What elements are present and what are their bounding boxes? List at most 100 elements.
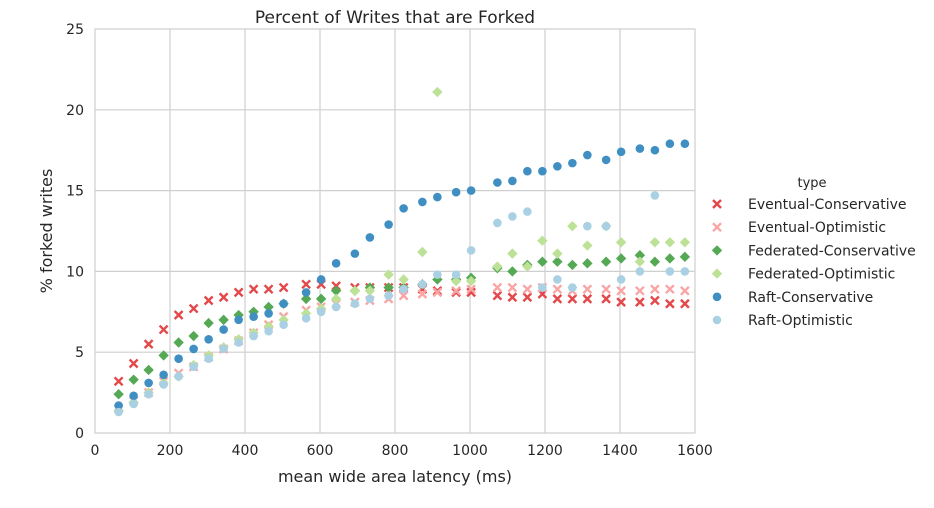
data-point	[301, 288, 311, 297]
data-point	[507, 248, 518, 259]
data-point	[492, 290, 503, 301]
data-point	[203, 317, 214, 329]
data-point	[665, 284, 675, 295]
data-point	[129, 399, 138, 409]
data-point	[451, 187, 461, 197]
data-point	[650, 284, 660, 295]
data-point	[635, 285, 645, 296]
data-point	[538, 166, 547, 176]
data-point	[568, 283, 577, 292]
data-point	[523, 166, 532, 176]
legend-label: Federated-Conservative	[748, 243, 916, 259]
data-point	[616, 147, 626, 157]
data-point	[567, 220, 578, 232]
data-point	[219, 344, 228, 354]
data-point	[650, 295, 660, 306]
data-point	[330, 293, 342, 305]
legend-item: Federated-Optimistic	[711, 267, 895, 283]
data-point	[417, 289, 428, 299]
x-tick-label: 1000	[452, 443, 488, 459]
data-point	[432, 287, 443, 298]
data-point	[615, 253, 627, 264]
data-point	[679, 251, 691, 263]
data-point	[507, 282, 518, 293]
data-point	[144, 378, 153, 388]
data-point	[664, 253, 676, 264]
legend-item: Federated-Conservative	[711, 243, 916, 259]
data-point	[507, 266, 518, 277]
data-point	[398, 274, 409, 285]
data-point	[331, 302, 341, 312]
data-point	[383, 282, 394, 293]
y-tick-label: 5	[75, 345, 84, 361]
data-point	[665, 298, 675, 309]
data-point	[218, 292, 229, 303]
data-point	[129, 391, 138, 401]
data-point	[634, 250, 646, 261]
legend-label: Raft-Conservative	[748, 290, 873, 306]
data-point	[113, 389, 124, 400]
y-axis-label: % forked writes	[37, 169, 56, 294]
data-point	[433, 192, 442, 202]
data-point	[553, 275, 562, 284]
x-axis-label: mean wide area latency (ms)	[278, 467, 512, 486]
data-point	[568, 158, 577, 168]
data-point	[279, 299, 288, 309]
x-tick-label: 0	[91, 443, 100, 459]
data-point	[189, 362, 198, 372]
plot-frame	[94, 28, 696, 434]
legend-item: Eventual-Conservative	[712, 197, 907, 213]
legend-marker	[711, 245, 723, 256]
legend-label: Federated-Optimistic	[748, 267, 895, 283]
data-point	[537, 256, 548, 267]
data-point	[234, 315, 243, 325]
legend-item: Raft-Conservative	[712, 290, 873, 306]
data-point	[451, 285, 461, 296]
data-point	[635, 267, 645, 276]
data-point	[349, 285, 361, 296]
legend-item: Eventual-Optimistic	[712, 220, 886, 236]
data-point	[465, 275, 477, 287]
legend-label: Eventual-Conservative	[748, 197, 907, 213]
data-point	[492, 261, 503, 272]
data-point	[649, 256, 661, 267]
data-point	[665, 267, 675, 276]
data-point	[508, 212, 517, 221]
y-tick-label: 25	[66, 22, 84, 38]
data-point	[218, 314, 229, 326]
data-point	[552, 256, 563, 267]
data-point	[364, 285, 376, 296]
x-tick-label: 1600	[677, 443, 713, 459]
data-point	[679, 237, 691, 248]
data-point	[383, 269, 394, 280]
data-point	[649, 237, 661, 248]
legend-marker	[712, 292, 722, 302]
series-raft-conservative	[114, 139, 690, 410]
data-point	[248, 284, 259, 295]
data-point	[113, 376, 124, 387]
data-point	[522, 261, 533, 272]
x-tick-label: 400	[232, 443, 259, 459]
data-point	[350, 249, 360, 258]
data-point	[249, 331, 258, 341]
legend-marker	[712, 199, 722, 209]
data-point	[418, 280, 427, 289]
data-point	[233, 287, 244, 298]
data-point	[174, 372, 183, 381]
data-point	[204, 334, 213, 344]
data-point	[279, 320, 288, 330]
data-point	[635, 297, 645, 307]
legend-title: type	[797, 176, 826, 191]
data-point	[466, 246, 476, 255]
data-point	[450, 275, 462, 287]
data-point	[432, 86, 443, 98]
y-tick-label: 0	[75, 426, 84, 442]
data-point	[582, 240, 593, 251]
data-point	[680, 285, 690, 296]
data-point	[680, 298, 690, 309]
data-point	[601, 221, 611, 231]
x-tick-label: 1400	[602, 443, 638, 459]
data-point	[203, 295, 214, 306]
data-point	[433, 270, 442, 279]
data-point	[158, 324, 169, 335]
